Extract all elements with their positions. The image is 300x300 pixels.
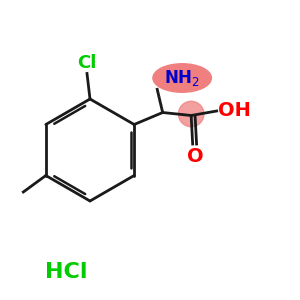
- Text: HCl: HCl: [45, 262, 87, 281]
- Ellipse shape: [153, 64, 212, 92]
- Text: OH: OH: [218, 101, 251, 120]
- Text: O: O: [187, 147, 203, 166]
- Text: NH$_2$: NH$_2$: [164, 68, 200, 88]
- Text: Cl: Cl: [77, 54, 97, 72]
- Ellipse shape: [178, 101, 204, 127]
